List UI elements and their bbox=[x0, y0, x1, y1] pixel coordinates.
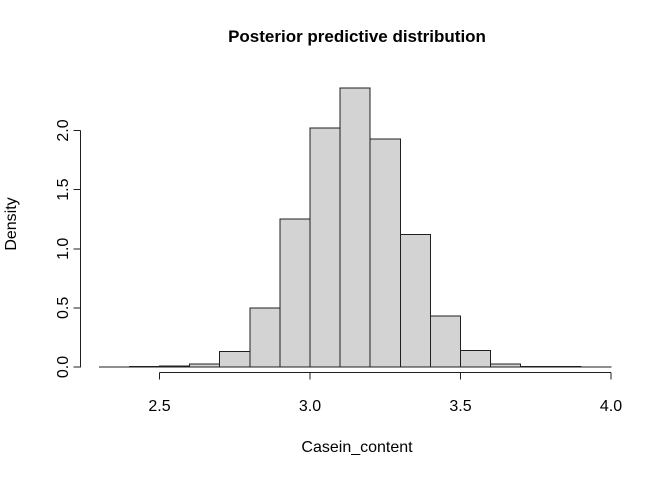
histogram-bar bbox=[399, 234, 431, 368]
x-tick-label: 2.5 bbox=[148, 398, 170, 415]
axes bbox=[73, 130, 612, 380]
histogram-bar bbox=[339, 87, 371, 368]
x-tick-label: 3.5 bbox=[449, 398, 471, 415]
histogram-bar bbox=[249, 307, 281, 368]
x-axis-label: Casein_content bbox=[301, 439, 413, 456]
histogram-bar bbox=[309, 127, 341, 368]
x-tick-label: 4.0 bbox=[600, 398, 622, 415]
histogram-bar bbox=[429, 315, 461, 368]
y-tick-label: 2.0 bbox=[55, 119, 72, 141]
histogram-bar bbox=[520, 365, 552, 368]
y-tick-label: 0.0 bbox=[55, 356, 72, 378]
x-tick-label: 3.0 bbox=[299, 398, 321, 415]
histogram-bar bbox=[490, 363, 522, 368]
y-tick-label: 0.5 bbox=[55, 297, 72, 319]
y-tick-label: 1.5 bbox=[55, 178, 72, 200]
histogram-bar bbox=[189, 363, 221, 368]
histogram-bar bbox=[219, 351, 251, 368]
tick-labels: 0.0 0.5 1.0 1.5 2.0 2.5 3.0 3.5 4.0 bbox=[55, 119, 622, 415]
y-tick-label: 1.0 bbox=[55, 238, 72, 260]
histogram-bar bbox=[369, 138, 401, 368]
histogram-bars bbox=[98, 87, 612, 368]
histogram-bar bbox=[460, 349, 492, 368]
histogram-bar bbox=[279, 218, 311, 368]
histogram-bar bbox=[159, 365, 191, 368]
plot-title: Posterior predictive distribution bbox=[228, 27, 486, 46]
